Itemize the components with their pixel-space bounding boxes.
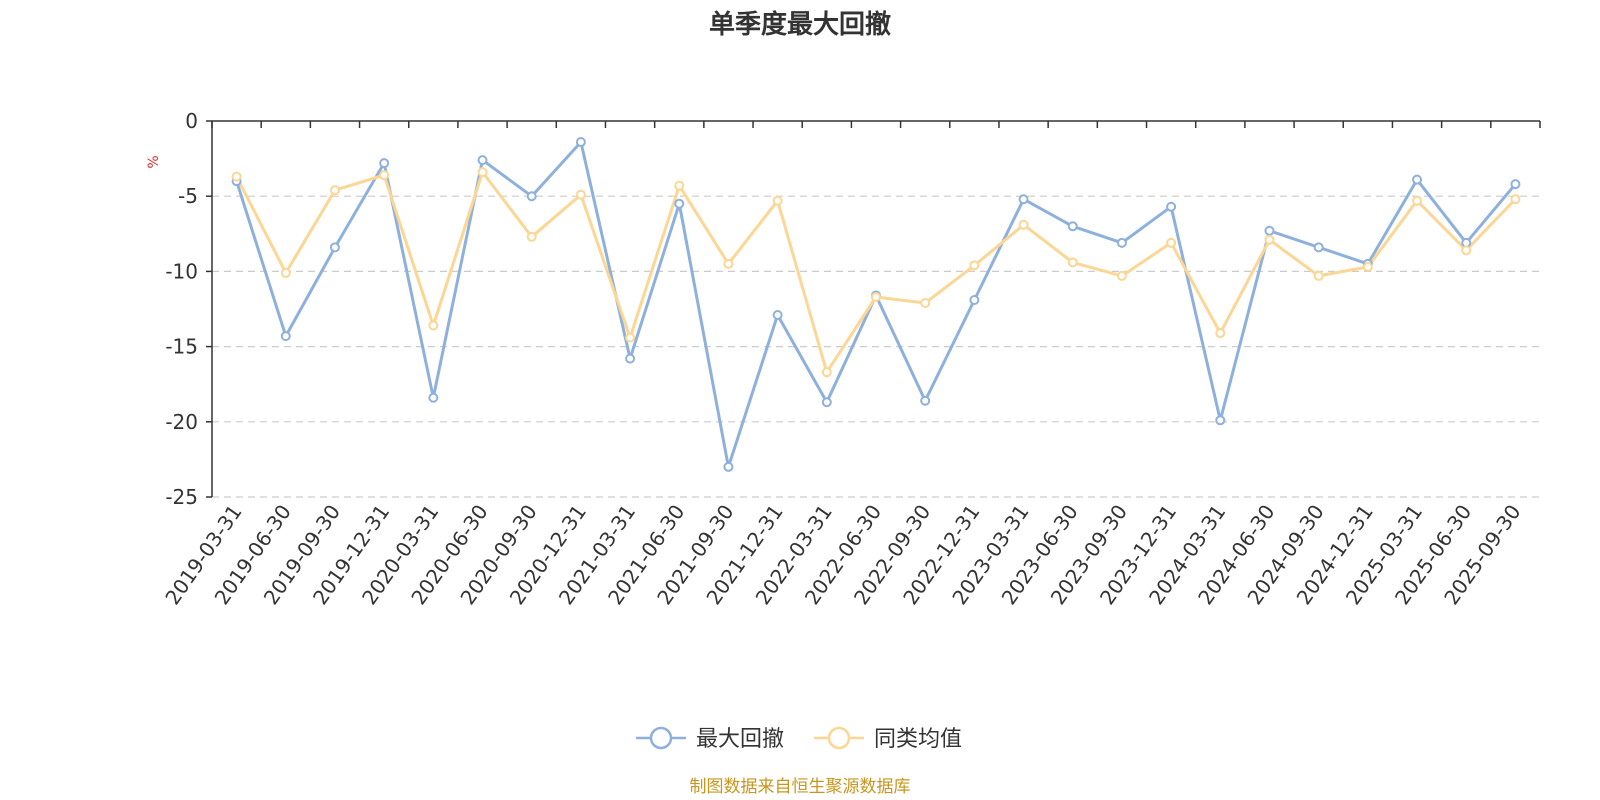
data-point-series-1[interactable] (477, 155, 488, 166)
data-point-series-2[interactable] (1018, 219, 1029, 230)
legend-label: 同类均值 (874, 727, 962, 752)
x-tick-labels: 2019-03-312019-06-302019-09-302019-12-31… (160, 500, 1525, 609)
data-point-series-2[interactable] (231, 171, 242, 182)
data-point-series-2[interactable] (625, 332, 636, 343)
data-point-series-2[interactable] (526, 231, 537, 242)
data-point-series-1[interactable] (1215, 415, 1226, 426)
y-tick-label: -10 (165, 259, 198, 283)
data-point-series-1[interactable] (723, 461, 734, 472)
legend-item-1[interactable]: 最大回撤 (636, 726, 784, 752)
data-point-series-1[interactable] (1510, 179, 1521, 190)
chart-title: 单季度最大回撤 (709, 9, 891, 40)
data-point-series-2[interactable] (1166, 237, 1177, 248)
data-point-series-2[interactable] (723, 258, 734, 269)
data-point-series-1[interactable] (428, 392, 439, 403)
y-axis-unit: % (146, 155, 162, 168)
axes (206, 120, 1541, 498)
series-line-1 (235, 140, 1517, 469)
data-point-series-2[interactable] (379, 170, 390, 181)
data-point-series-2[interactable] (280, 267, 291, 278)
data-point-series-1[interactable] (280, 331, 291, 342)
data-point-series-2[interactable] (1264, 234, 1275, 245)
data-point-series-1[interactable] (625, 353, 636, 364)
legend-circle-icon (649, 726, 673, 750)
data-point-series-1[interactable] (969, 294, 980, 305)
data-point-series-1[interactable] (575, 137, 586, 148)
y-tick-label: -15 (165, 335, 198, 359)
legend-label: 最大回撤 (696, 727, 784, 752)
data-point-series-2[interactable] (821, 367, 832, 378)
source-note: 制图数据来自恒生聚源数据库 (690, 777, 911, 797)
data-point-series-2[interactable] (969, 260, 980, 271)
data-point-series-1[interactable] (772, 310, 783, 321)
data-point-series-2[interactable] (575, 189, 586, 200)
data-point-series-1[interactable] (1412, 174, 1423, 185)
legend-circle-icon (827, 726, 851, 750)
data-point-series-2[interactable] (1412, 195, 1423, 206)
legend-item-2[interactable]: 同类均值 (814, 726, 962, 752)
data-point-series-1[interactable] (1166, 201, 1177, 212)
data-point-series-2[interactable] (920, 297, 931, 308)
data-point-series-1[interactable] (1116, 237, 1127, 248)
data-point-series-1[interactable] (379, 158, 390, 169)
data-point-series-1[interactable] (674, 198, 685, 209)
legend[interactable]: 最大回撤 同类均值 (636, 726, 962, 752)
y-tick-label: -25 (165, 485, 198, 509)
data-point-series-1[interactable] (526, 191, 537, 202)
y-tick-label: -5 (178, 184, 198, 208)
series-line-2 (235, 170, 1517, 374)
data-point-series-2[interactable] (1461, 245, 1472, 256)
data-point-series-2[interactable] (477, 167, 488, 178)
grid-lines (212, 195, 1540, 498)
data-point-series-1[interactable] (1313, 242, 1324, 253)
data-point-series-1[interactable] (329, 242, 340, 253)
data-point-series-2[interactable] (1067, 257, 1078, 268)
y-tick-label: -20 (165, 410, 198, 434)
data-point-series-2[interactable] (428, 320, 439, 331)
data-point-series-2[interactable] (1510, 194, 1521, 205)
data-point-series-2[interactable] (674, 180, 685, 191)
data-point-series-2[interactable] (1215, 328, 1226, 339)
data-point-series-2[interactable] (1362, 261, 1373, 272)
data-point-series-2[interactable] (772, 195, 783, 206)
data-point-series-1[interactable] (920, 395, 931, 406)
y-tick-labels: 0 -5 -10 -15 -20 -25 (165, 109, 198, 509)
data-point-series-2[interactable] (871, 291, 881, 302)
y-tick-label: 0 (185, 109, 198, 133)
data-point-series-1[interactable] (1067, 221, 1078, 232)
data-point-series-2[interactable] (329, 185, 340, 196)
data-point-series-2[interactable] (1313, 270, 1324, 281)
data-point-series-1[interactable] (1018, 194, 1029, 205)
data-point-series-2[interactable] (1116, 270, 1127, 281)
data-point-series-1[interactable] (1264, 225, 1275, 236)
data-point-series-1[interactable] (821, 397, 832, 408)
series-group (231, 137, 1521, 472)
